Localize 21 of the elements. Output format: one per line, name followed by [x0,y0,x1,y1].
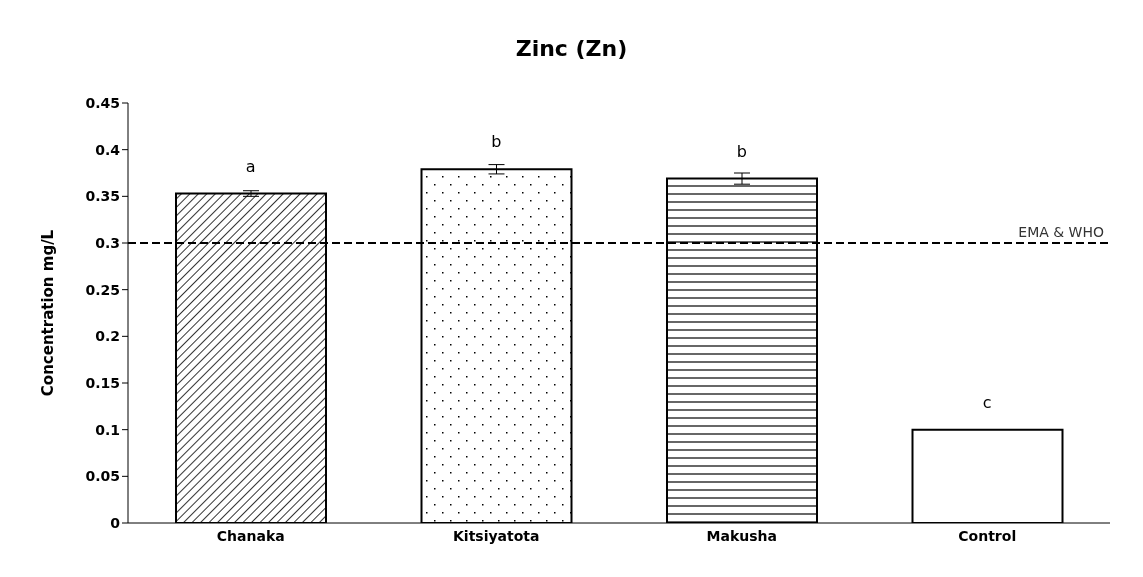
annotation: b [491,132,502,152]
y-tick-label: 0.35 [85,188,120,205]
y-tick-label: 0.25 [85,281,120,298]
x-tick-label: Kitsiyatota [453,527,540,544]
y-tick-label: 0.4 [95,141,121,158]
y-tick-label: 0.1 [95,421,120,438]
annotation: c [982,392,992,412]
y-tick-label: 0 [110,514,121,531]
y-axis-title: Concentration mg/L [39,229,58,397]
x-tick-label: Makusha [706,527,777,544]
annotation: a [245,156,256,176]
y-tick-label: 0.15 [85,374,120,391]
y-tick-label: 0.45 [85,94,120,111]
x-tick-label: Control [958,527,1017,544]
ref-line-label: EMA & WHO [1018,224,1104,240]
annotation: b [736,141,747,161]
y-tick-label: 0.2 [95,328,120,345]
y-tick-label: 0.05 [85,468,120,485]
x-tick-label: Chanaka [216,527,285,544]
chart-title: Zinc (Zn) [514,35,629,63]
y-tick-label: 0.3 [95,234,120,251]
